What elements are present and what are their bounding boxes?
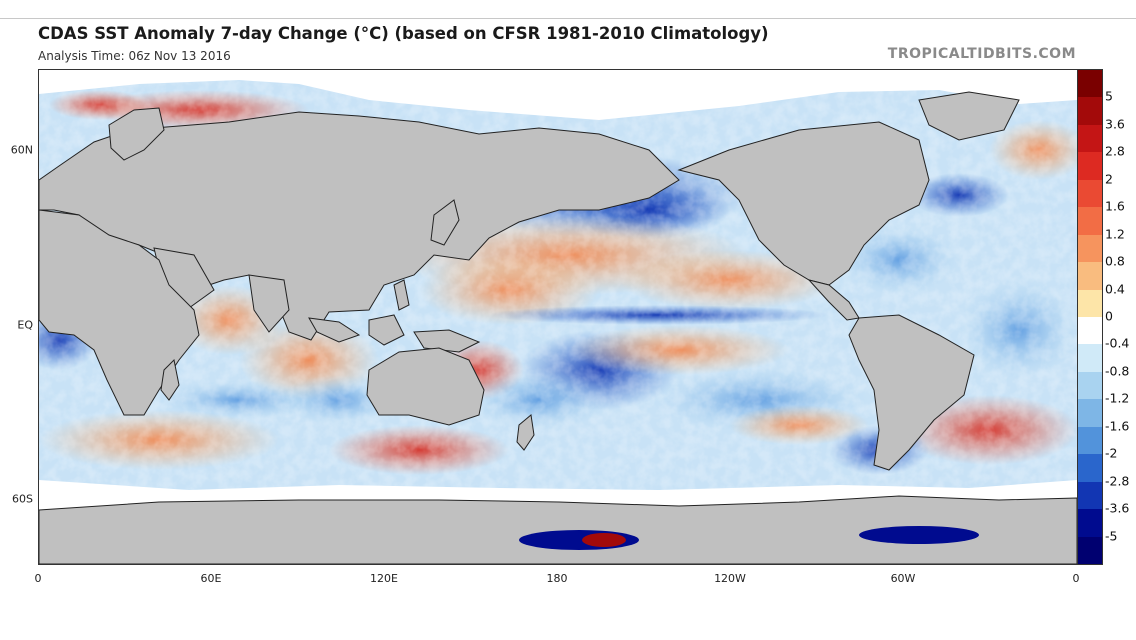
colorbar-segment — [1078, 124, 1102, 153]
colorbar-segment — [1078, 344, 1102, 373]
colorbar-segment — [1078, 481, 1102, 510]
borneo — [368, 314, 405, 346]
sumatra — [308, 317, 361, 343]
colorbar-label-16: -5 — [1105, 528, 1118, 544]
lon-label-5: 60W — [890, 572, 916, 585]
colorbar-label-0: 5 — [1105, 88, 1113, 104]
top-bar — [0, 0, 1136, 19]
land — [39, 91, 1077, 564]
south-america — [848, 314, 975, 471]
colorbar-segment — [1078, 536, 1102, 564]
philippines — [393, 279, 410, 311]
colorbar-segment — [1078, 262, 1102, 291]
colorbar — [1077, 69, 1103, 565]
lon-label-0: 0 — [34, 572, 42, 585]
weddell-sea-cold — [859, 526, 979, 544]
colorbar-segment — [1078, 454, 1102, 483]
new-zealand — [516, 414, 535, 451]
colorbar-label-9: -0.4 — [1105, 335, 1130, 351]
lon-label-6: 0 — [1072, 572, 1080, 585]
sst-map-svg — [39, 70, 1077, 564]
colorbar-segment — [1078, 207, 1102, 236]
colorbar-segment — [1078, 289, 1102, 318]
colorbar-segment — [1078, 317, 1102, 345]
map-title: CDAS SST Anomaly 7-day Change (°C) (base… — [38, 24, 769, 43]
greenland — [918, 91, 1020, 141]
colorbar-segment — [1078, 179, 1102, 208]
new-guinea — [413, 329, 481, 353]
colorbar-segment — [1078, 509, 1102, 538]
lon-label-2: 120E — [370, 572, 398, 585]
colorbar-segment — [1078, 152, 1102, 181]
scandinavia — [108, 107, 165, 161]
sst-map — [38, 69, 1078, 565]
colorbar-segment — [1078, 97, 1102, 126]
colorbar-segment — [1078, 399, 1102, 428]
india — [248, 274, 290, 333]
ross-sea-warm — [582, 533, 626, 547]
colorbar-label-10: -0.8 — [1105, 363, 1130, 379]
colorbar-label-14: -2.8 — [1105, 473, 1130, 489]
colorbar-segment — [1078, 426, 1102, 455]
lon-label-3: 180 — [546, 572, 568, 585]
japan — [430, 199, 460, 246]
analysis-time: Analysis Time: 06z Nov 13 2016 — [38, 49, 231, 63]
lat-label-2: 60S — [12, 492, 33, 506]
australia — [366, 347, 485, 426]
antarctica — [39, 495, 1077, 564]
colorbar-label-8: 0 — [1105, 308, 1113, 324]
lon-label-1: 60E — [200, 572, 222, 585]
colorbar-label-5: 1.2 — [1105, 226, 1125, 242]
lat-label-1: EQ — [17, 318, 33, 332]
colorbar-label-12: -1.6 — [1105, 418, 1130, 434]
colorbar-segment — [1078, 371, 1102, 400]
colorbar-label-4: 1.6 — [1105, 198, 1125, 214]
lat-label-0: 60N — [10, 143, 33, 157]
colorbar-label-7: 0.4 — [1105, 281, 1125, 297]
colorbar-label-6: 0.8 — [1105, 253, 1125, 269]
madagascar — [160, 358, 180, 401]
colorbar-segment — [1078, 234, 1102, 263]
colorbar-label-1: 3.6 — [1105, 116, 1125, 132]
lon-label-4: 120W — [714, 572, 746, 585]
north-america — [677, 121, 930, 286]
colorbar-segment — [1078, 70, 1102, 98]
colorbar-label-3: 2 — [1105, 171, 1113, 187]
colorbar-label-13: -2 — [1105, 445, 1118, 461]
colorbar-label-2: 2.8 — [1105, 143, 1125, 159]
site-credit: TROPICALTIDBITS.COM — [887, 46, 1076, 62]
colorbar-label-11: -1.2 — [1105, 390, 1130, 406]
colorbar-label-15: -3.6 — [1105, 500, 1130, 516]
